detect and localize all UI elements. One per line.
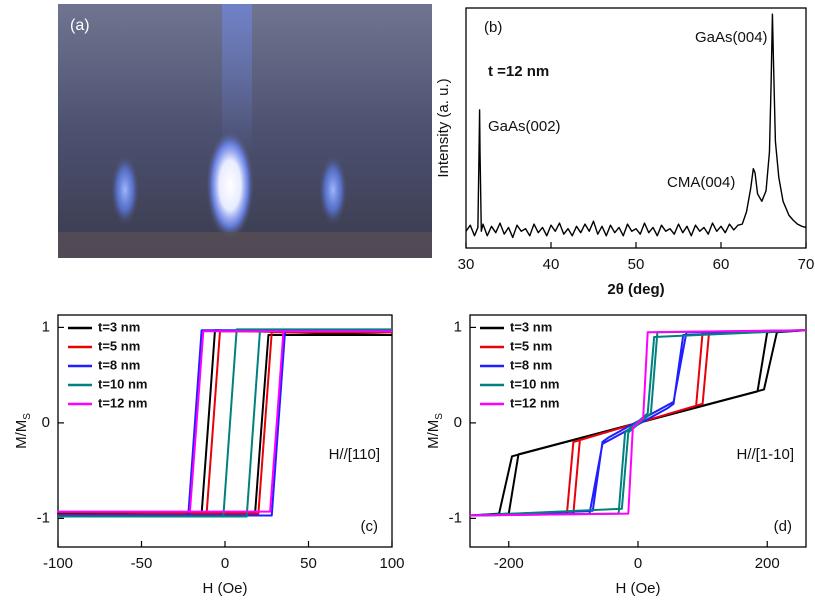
legend-label: t=10 nm	[98, 376, 148, 391]
hysteresis-loop	[57, 330, 392, 513]
x-axis-label: H (Oe)	[203, 580, 248, 597]
x-tick-label: 50	[628, 256, 645, 273]
legend-label: t=10 nm	[510, 376, 560, 391]
legend-label: t=8 nm	[98, 357, 140, 372]
y-tick-label: 0	[42, 414, 50, 431]
panel-label: (c)	[361, 518, 379, 535]
y-tick-label: -1	[37, 509, 50, 526]
y-axis-label-sub: S	[434, 413, 445, 420]
panel-label: (a)	[70, 17, 90, 34]
x-tick-label: 30	[458, 256, 475, 273]
y-tick-label: 1	[454, 318, 462, 335]
y-axis-label: Intensity (a. u.)	[435, 78, 452, 177]
x-tick-label: -50	[131, 555, 153, 572]
x-tick-label: -100	[43, 555, 73, 572]
panel-label: (b)	[484, 19, 502, 36]
image-spot	[319, 155, 347, 225]
annotation: H//[1-10]	[736, 446, 794, 463]
panel-label: (d)	[774, 518, 792, 535]
x-tick-label: 60	[713, 256, 730, 273]
x-tick-label: 200	[755, 555, 780, 572]
x-tick-label: 100	[379, 555, 404, 572]
legend-label: t=12 nm	[510, 395, 560, 410]
image-shadow	[58, 232, 432, 258]
x-tick-label: -200	[494, 555, 524, 572]
legend-label: t=8 nm	[510, 357, 552, 372]
y-axis-label-main: M/M	[425, 420, 442, 449]
legend-label: t=5 nm	[98, 338, 140, 353]
x-axis-label: H (Oe)	[616, 580, 661, 597]
x-tick-label: 0	[221, 555, 229, 572]
y-tick-label: 1	[42, 318, 50, 335]
y-axis-label-main: Intensity (a. u.)	[435, 78, 452, 177]
x-tick-label: 40	[543, 256, 560, 273]
annotation: H//[110]	[329, 446, 380, 463]
legend-label: t=3 nm	[98, 319, 140, 334]
annotation: GaAs(004)	[695, 29, 768, 46]
y-axis-label-main: M/M	[13, 420, 30, 449]
legend-label: t=3 nm	[510, 319, 552, 334]
image-streak	[222, 4, 252, 154]
legend-label: t=12 nm	[98, 395, 148, 410]
x-tick-label: 50	[300, 555, 317, 572]
spectrum-line	[465, 13, 807, 239]
rheed-image	[58, 4, 432, 258]
x-tick-label: 70	[798, 256, 815, 273]
x-tick-label: 0	[634, 555, 642, 572]
y-tick-label: -1	[449, 509, 462, 526]
y-axis-label-sub: S	[22, 413, 33, 420]
y-tick-label: 0	[454, 414, 462, 431]
legend-label: t=5 nm	[510, 338, 552, 353]
y-axis-label: M/MS	[13, 413, 33, 449]
x-axis-label: 2θ (deg)	[607, 281, 664, 298]
image-spot	[206, 130, 254, 240]
annotation: CMA(004)	[667, 174, 735, 191]
annotation: t =12 nm	[488, 63, 549, 80]
y-axis-label: M/MS	[425, 413, 445, 449]
image-spot	[111, 155, 139, 225]
hysteresis-loop	[57, 328, 392, 518]
annotation: GaAs(002)	[488, 118, 561, 135]
hysteresis-loop	[469, 329, 807, 517]
